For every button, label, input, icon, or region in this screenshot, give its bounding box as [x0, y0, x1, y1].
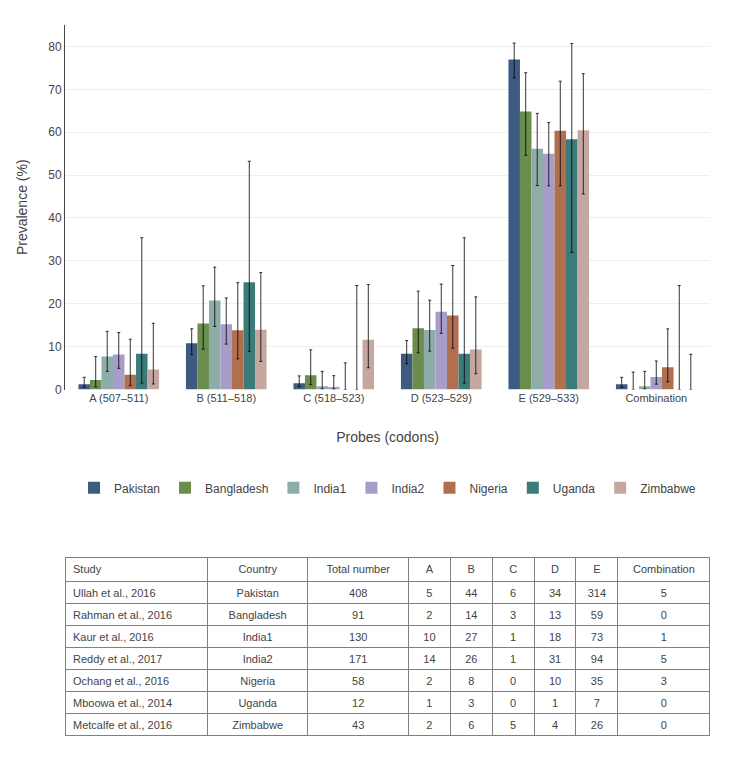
svg-text:44: 44 [465, 587, 477, 599]
svg-text:13: 13 [549, 609, 561, 621]
svg-text:A (507–511): A (507–511) [89, 392, 148, 404]
svg-text:Nigeria: Nigeria [240, 675, 276, 687]
svg-text:0: 0 [661, 697, 667, 709]
svg-text:Prevalence (%): Prevalence (%) [14, 159, 30, 255]
svg-text:10: 10 [549, 675, 561, 687]
svg-text:Probes (codons): Probes (codons) [336, 429, 439, 445]
svg-text:Uganda: Uganda [238, 697, 277, 709]
svg-text:10: 10 [48, 340, 62, 354]
svg-text:5: 5 [661, 587, 667, 599]
svg-text:C: C [509, 563, 517, 575]
svg-text:91: 91 [352, 609, 364, 621]
svg-text:Country: Country [238, 563, 277, 575]
svg-text:14: 14 [423, 653, 435, 665]
svg-text:India1: India1 [243, 631, 273, 643]
svg-text:408: 408 [349, 587, 367, 599]
svg-text:Ullah et al., 2016: Ullah et al., 2016 [73, 587, 156, 599]
svg-text:30: 30 [48, 254, 62, 268]
svg-text:Combination: Combination [633, 563, 695, 575]
svg-text:171: 171 [349, 653, 367, 665]
svg-text:26: 26 [465, 653, 477, 665]
svg-text:43: 43 [352, 719, 364, 731]
svg-text:A: A [426, 563, 434, 575]
svg-text:27: 27 [465, 631, 477, 643]
svg-text:7: 7 [594, 697, 600, 709]
svg-text:1: 1 [552, 697, 558, 709]
svg-text:0: 0 [661, 609, 667, 621]
svg-text:Pakistan: Pakistan [237, 587, 279, 599]
svg-text:Mboowa et al., 2014: Mboowa et al., 2014 [73, 697, 172, 709]
svg-text:Zimbabwe: Zimbabwe [640, 482, 696, 496]
svg-text:Pakistan: Pakistan [114, 482, 160, 496]
svg-text:Study: Study [73, 563, 102, 575]
svg-text:India1: India1 [313, 482, 346, 496]
svg-text:3: 3 [468, 697, 474, 709]
svg-text:Nigeria: Nigeria [469, 482, 507, 496]
svg-text:1: 1 [426, 697, 432, 709]
svg-text:8: 8 [468, 675, 474, 687]
svg-text:D: D [551, 563, 559, 575]
svg-text:Combination: Combination [625, 392, 687, 404]
svg-text:314: 314 [588, 587, 606, 599]
svg-text:1: 1 [661, 631, 667, 643]
svg-text:3: 3 [510, 609, 516, 621]
svg-text:6: 6 [468, 719, 474, 731]
svg-text:Rahman et al., 2016: Rahman et al., 2016 [73, 609, 172, 621]
svg-text:40: 40 [48, 211, 62, 225]
svg-text:Ochang et al., 2016: Ochang et al., 2016 [73, 675, 169, 687]
svg-text:80: 80 [48, 40, 62, 54]
svg-text:Total number: Total number [326, 563, 390, 575]
svg-text:60: 60 [48, 125, 62, 139]
svg-text:Bangladesh: Bangladesh [205, 482, 268, 496]
svg-text:0: 0 [510, 697, 516, 709]
svg-text:Zimbabwe: Zimbabwe [232, 719, 283, 731]
svg-text:B (511–518): B (511–518) [196, 392, 256, 404]
svg-text:1: 1 [510, 631, 516, 643]
svg-text:34: 34 [549, 587, 561, 599]
svg-text:5: 5 [661, 653, 667, 665]
svg-text:2: 2 [426, 609, 432, 621]
svg-text:14: 14 [465, 609, 477, 621]
svg-text:94: 94 [591, 653, 603, 665]
svg-text:D (523–529): D (523–529) [411, 392, 472, 404]
svg-text:35: 35 [591, 675, 603, 687]
svg-text:50: 50 [48, 168, 62, 182]
svg-text:73: 73 [591, 631, 603, 643]
svg-text:70: 70 [48, 83, 62, 97]
svg-text:Reddy et al., 2017: Reddy et al., 2017 [73, 653, 162, 665]
svg-text:Uganda: Uganda [553, 482, 595, 496]
svg-text:India2: India2 [243, 653, 273, 665]
svg-text:2: 2 [426, 675, 432, 687]
svg-text:5: 5 [510, 719, 516, 731]
svg-text:0: 0 [510, 675, 516, 687]
svg-text:India2: India2 [391, 482, 424, 496]
svg-text:2: 2 [426, 719, 432, 731]
svg-text:130: 130 [349, 631, 367, 643]
svg-text:E (529–533): E (529–533) [518, 392, 579, 404]
svg-text:0: 0 [661, 719, 667, 731]
svg-text:3: 3 [661, 675, 667, 687]
svg-text:26: 26 [591, 719, 603, 731]
svg-text:4: 4 [552, 719, 558, 731]
svg-text:Kaur et al., 2016: Kaur et al., 2016 [73, 631, 154, 643]
svg-text:58: 58 [352, 675, 364, 687]
svg-text:0: 0 [55, 383, 62, 397]
svg-text:E: E [593, 563, 600, 575]
svg-text:B: B [468, 563, 475, 575]
svg-text:59: 59 [591, 609, 603, 621]
svg-text:20: 20 [48, 297, 62, 311]
svg-text:18: 18 [549, 631, 561, 643]
svg-text:Metcalfe et al., 2016: Metcalfe et al., 2016 [73, 719, 172, 731]
svg-text:C (518–523): C (518–523) [303, 392, 364, 404]
svg-text:12: 12 [352, 697, 364, 709]
svg-text:5: 5 [426, 587, 432, 599]
svg-text:31: 31 [549, 653, 561, 665]
svg-text:1: 1 [510, 653, 516, 665]
svg-text:10: 10 [423, 631, 435, 643]
svg-text:6: 6 [510, 587, 516, 599]
svg-text:Bangladesh: Bangladesh [229, 609, 287, 621]
